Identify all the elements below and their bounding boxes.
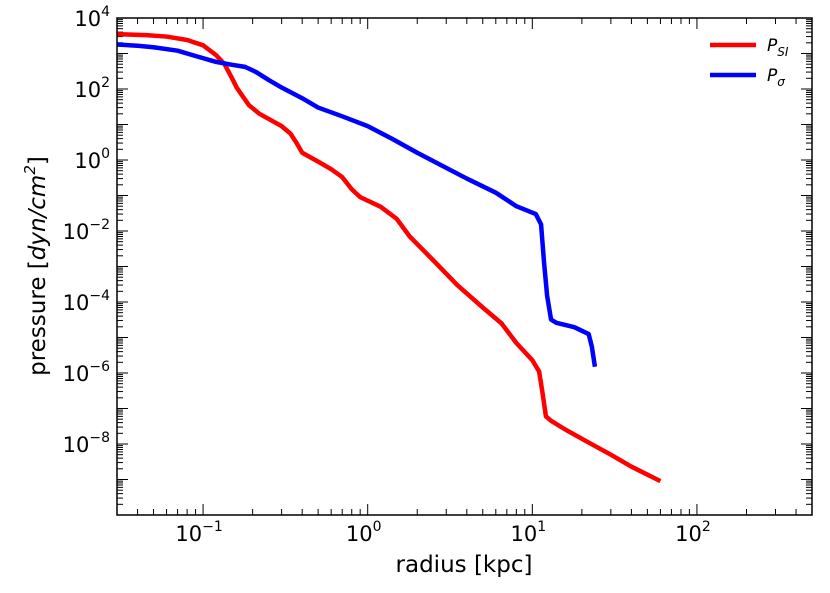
series-line-SI (117, 31, 662, 484)
y-tick-label: 10−2 (63, 217, 110, 244)
legend-label: Pσ (767, 66, 785, 89)
x-tick-label: 10−1 (175, 519, 222, 546)
plot-frame (116, 17, 813, 516)
y-tick-label: 100 (74, 146, 110, 173)
y-tick-label: 10−4 (63, 288, 110, 315)
y-tick-label: 104 (74, 4, 110, 31)
x-axis-label: radius [kpc] (396, 552, 533, 578)
x-tick-label: 100 (346, 519, 382, 546)
tick-labels: 10−1 100 101 102 104 102 100 10−2 10−4 10−6 10−8 (63, 4, 711, 546)
y-tick-label: 10−6 (63, 359, 110, 386)
tick-marks (116, 17, 813, 516)
y-axis-label: pressure [dyn/cm2] (21, 156, 51, 376)
x-tick-label: 102 (675, 519, 711, 546)
legend-label: PSI (767, 36, 789, 59)
legend: PSI Pσ (710, 36, 789, 89)
y-axis-label-prefix: pressure [ (25, 260, 51, 376)
y-axis-label-exponent: 2 (21, 165, 39, 175)
y-axis-label-suffix: ] (25, 156, 51, 165)
y-tick-label: 102 (74, 75, 110, 102)
x-tick-label: 101 (510, 519, 546, 546)
series-layer (117, 31, 662, 484)
series-line-σ (117, 42, 598, 368)
y-axis-label-math: dyn/cm (25, 175, 51, 261)
y-tick-label: 10−8 (63, 430, 110, 457)
